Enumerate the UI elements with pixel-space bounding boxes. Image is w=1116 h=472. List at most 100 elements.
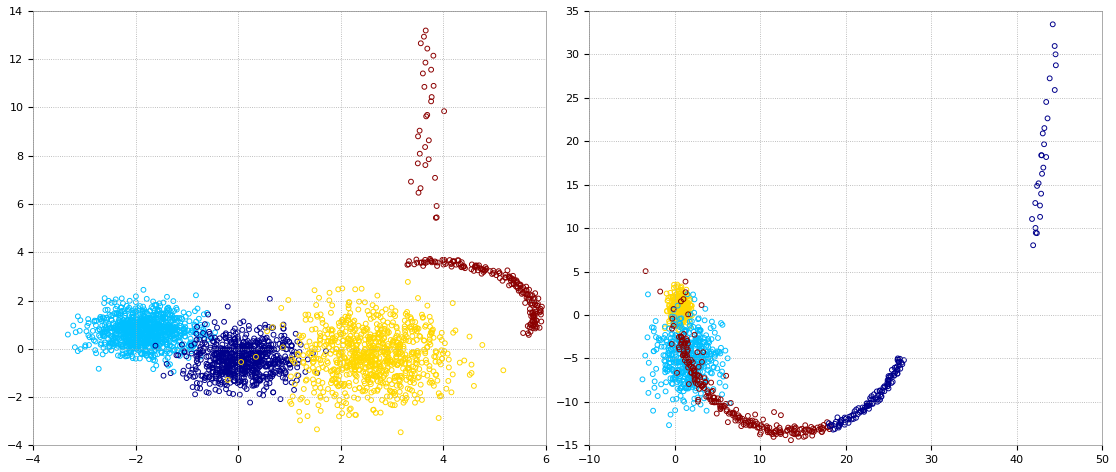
Point (79, 315, 97, 323)
Point (110, 340, 128, 348)
Point (679, 376, 696, 384)
Point (391, 341, 408, 348)
Point (165, 339, 183, 346)
Point (344, 324, 362, 331)
Point (335, 354, 353, 361)
Point (249, 358, 267, 366)
Point (289, 360, 307, 367)
Point (166, 314, 184, 322)
Point (88, 327, 106, 335)
Point (160, 320, 177, 328)
Point (229, 333, 247, 340)
Point (230, 338, 248, 346)
Point (404, 350, 422, 357)
Point (888, 370, 906, 377)
Point (674, 352, 692, 359)
Point (249, 361, 267, 369)
Point (672, 312, 690, 320)
Point (71, 346, 89, 353)
Point (208, 350, 225, 357)
Point (680, 364, 698, 371)
Point (675, 373, 693, 380)
Point (262, 353, 280, 360)
Point (372, 371, 389, 378)
Point (124, 310, 142, 317)
Point (107, 339, 125, 347)
Point (107, 309, 125, 317)
Point (721, 399, 739, 407)
Point (682, 311, 700, 318)
Point (401, 356, 418, 363)
Point (95, 328, 113, 336)
Point (253, 346, 271, 354)
Point (232, 356, 250, 363)
Point (234, 338, 252, 346)
Point (876, 383, 894, 391)
Point (426, 259, 444, 266)
Point (195, 328, 213, 335)
Point (673, 292, 691, 299)
Point (677, 299, 695, 306)
Point (182, 342, 200, 349)
Point (98, 329, 116, 337)
Point (341, 324, 359, 331)
Point (357, 320, 375, 328)
Point (665, 301, 683, 308)
Point (129, 344, 147, 351)
Point (387, 338, 405, 346)
Point (225, 335, 243, 343)
Point (154, 313, 172, 320)
Point (137, 346, 155, 354)
Point (85, 337, 103, 344)
Point (254, 374, 272, 381)
Point (378, 393, 396, 400)
Point (203, 368, 221, 375)
Point (321, 350, 339, 358)
Point (423, 93, 441, 101)
Point (455, 262, 473, 270)
Point (387, 332, 405, 339)
Point (371, 383, 388, 391)
Point (484, 270, 502, 277)
Point (683, 335, 701, 342)
Point (668, 296, 686, 303)
Point (135, 320, 153, 327)
Point (671, 316, 689, 324)
Point (180, 310, 198, 318)
Point (223, 355, 241, 363)
Point (676, 288, 694, 296)
Point (708, 398, 725, 406)
Point (387, 323, 405, 330)
Point (232, 377, 250, 384)
Point (668, 307, 686, 315)
Point (668, 385, 686, 392)
Point (676, 301, 694, 309)
Point (739, 418, 757, 425)
Point (219, 344, 237, 352)
Point (107, 325, 125, 333)
Point (408, 259, 426, 267)
Point (104, 320, 122, 327)
Point (150, 322, 167, 329)
Point (176, 328, 194, 335)
Point (680, 385, 698, 392)
Point (410, 133, 427, 140)
Point (118, 330, 136, 338)
Point (218, 337, 235, 345)
Point (334, 366, 352, 374)
Point (691, 337, 709, 344)
Point (215, 349, 233, 356)
Point (693, 343, 711, 350)
Point (124, 345, 142, 353)
Point (346, 337, 364, 345)
Point (95, 299, 113, 307)
Point (177, 353, 195, 360)
Point (249, 364, 267, 372)
Point (343, 340, 360, 348)
Point (810, 426, 828, 433)
Point (673, 337, 691, 345)
Point (665, 307, 683, 315)
Point (317, 341, 335, 348)
Point (230, 360, 248, 367)
Point (171, 337, 189, 345)
